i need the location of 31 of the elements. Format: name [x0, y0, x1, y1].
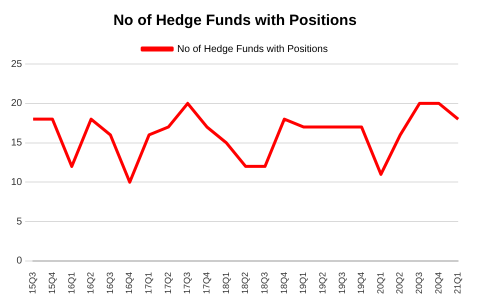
y-tick-label: 10: [11, 176, 23, 188]
x-tick-label: 19Q3: [336, 272, 347, 294]
x-tick-label: 20Q3: [414, 272, 424, 294]
y-tick-label: 5: [16, 216, 23, 228]
x-tick-label: 17Q1: [144, 272, 154, 294]
x-tick-label: 21Q1: [452, 272, 463, 294]
x-tick-label: 17Q3: [182, 272, 192, 294]
x-tick-label: 18Q2: [240, 272, 250, 294]
x-tick-label: 16Q4: [124, 272, 134, 294]
x-tick-label: 16Q2: [86, 272, 96, 294]
x-tick-label: 18Q4: [278, 272, 289, 294]
chart-title: No of Hedge Funds with Positions: [113, 12, 357, 30]
legend-label: No of Hedge Funds with Positions: [177, 44, 328, 55]
x-tick-label: 16Q1: [66, 272, 76, 294]
y-tick-label: 20: [11, 98, 23, 110]
x-tick-label: 16Q3: [104, 272, 115, 294]
x-tick-label: 18Q3: [259, 272, 270, 294]
x-tick-label: 15Q4: [46, 272, 57, 294]
y-tick-label: 15: [11, 138, 23, 149]
x-tick-label: 19Q4: [356, 272, 366, 294]
x-tick-label: 17Q2: [162, 272, 173, 294]
x-tick-label: 20Q4: [433, 272, 444, 294]
x-tick-label: 19Q2: [317, 272, 328, 294]
y-tick-label: 25: [11, 58, 23, 70]
x-tick-label: 20Q2: [394, 272, 405, 294]
x-tick-label: 19Q1: [298, 272, 308, 294]
x-tick-label: 17Q4: [202, 272, 212, 294]
x-tick-label: 15Q3: [28, 272, 38, 294]
y-tick-label: 0: [16, 256, 23, 267]
x-tick-label: 20Q1: [375, 272, 386, 294]
x-tick-label: 18Q1: [220, 272, 231, 294]
